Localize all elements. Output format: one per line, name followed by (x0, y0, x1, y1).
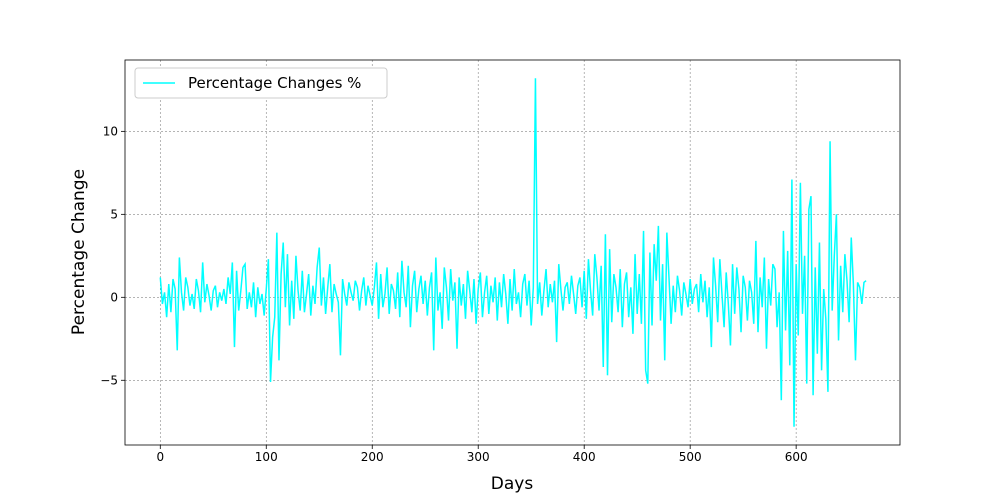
x-axis-label: Days (491, 474, 534, 494)
x-tick-label: 400 (573, 450, 596, 464)
y-tick-label: 0 (110, 290, 118, 304)
x-tick-label: 200 (361, 450, 384, 464)
x-tick-label: 300 (467, 450, 490, 464)
x-tick-label: 600 (785, 450, 808, 464)
data-line (159, 78, 867, 427)
legend-box (134, 67, 388, 99)
y-tick-label: 10 (103, 124, 118, 138)
y-tick-label: −5 (100, 373, 118, 387)
x-tick-label: 100 (255, 450, 278, 464)
legend-label: Percentage Changes % (188, 74, 361, 92)
y-tick-label: 5 (110, 207, 118, 221)
x-tick-label: 500 (679, 450, 702, 464)
x-tick-label: 0 (156, 450, 164, 464)
legend: Percentage Changes % (134, 67, 388, 99)
plot-frame (124, 59, 901, 446)
y-axis-label: Percentage Change (69, 169, 89, 335)
